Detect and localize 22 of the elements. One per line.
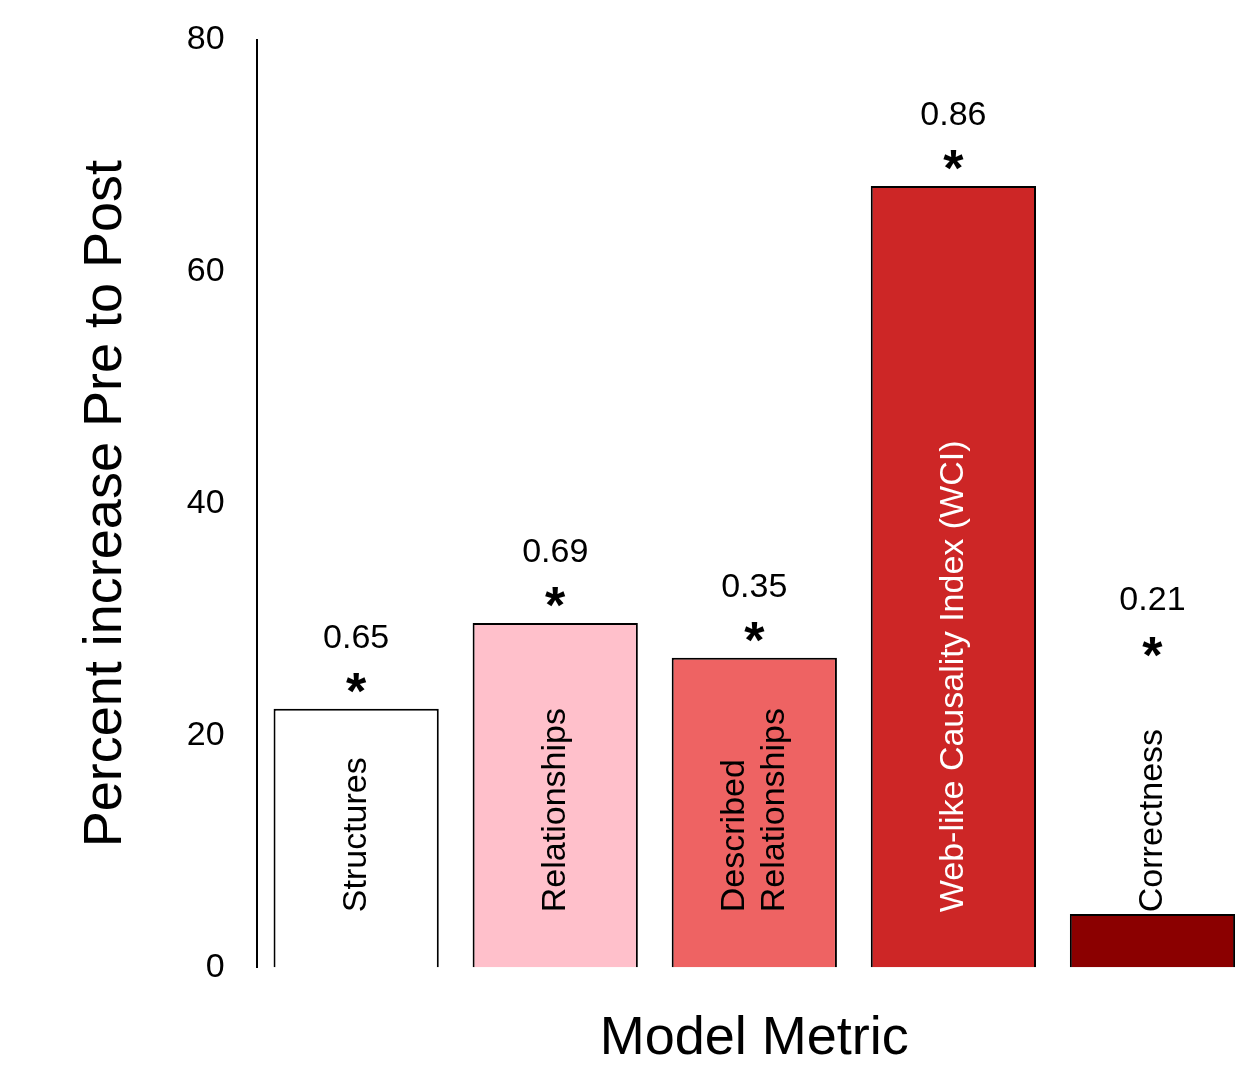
annotation: *: [943, 139, 965, 198]
annotation: *: [545, 576, 567, 635]
y-axis-title: Percent increase Pre to Post: [72, 159, 133, 848]
annotation: *: [744, 611, 766, 670]
x-tick-label: Structures: [334, 757, 373, 913]
annotation: 0.69: [522, 531, 589, 570]
y-tick-label: 20: [186, 713, 225, 752]
annotation: 0.21: [1119, 579, 1186, 618]
x-tick-label: Correctness: [1130, 728, 1169, 913]
annotation: 0.86: [920, 94, 987, 133]
x-tick-label: Web-like Causality Index (WCI): [931, 440, 970, 913]
y-tick-label: 40: [186, 481, 225, 520]
annotation: 0.35: [721, 566, 788, 605]
y-tick-label: 80: [186, 18, 225, 57]
x-tick-label: Relationships: [533, 708, 572, 913]
x-axis-title: Model Metric: [599, 1005, 909, 1066]
annotation: 0.65: [323, 617, 390, 656]
x-tick-label: Described Relationships: [712, 708, 791, 913]
y-tick-label: 60: [186, 250, 225, 289]
annotation: *: [1142, 626, 1164, 685]
annotation: *: [346, 662, 368, 721]
y-tick-label: 0: [205, 945, 225, 984]
